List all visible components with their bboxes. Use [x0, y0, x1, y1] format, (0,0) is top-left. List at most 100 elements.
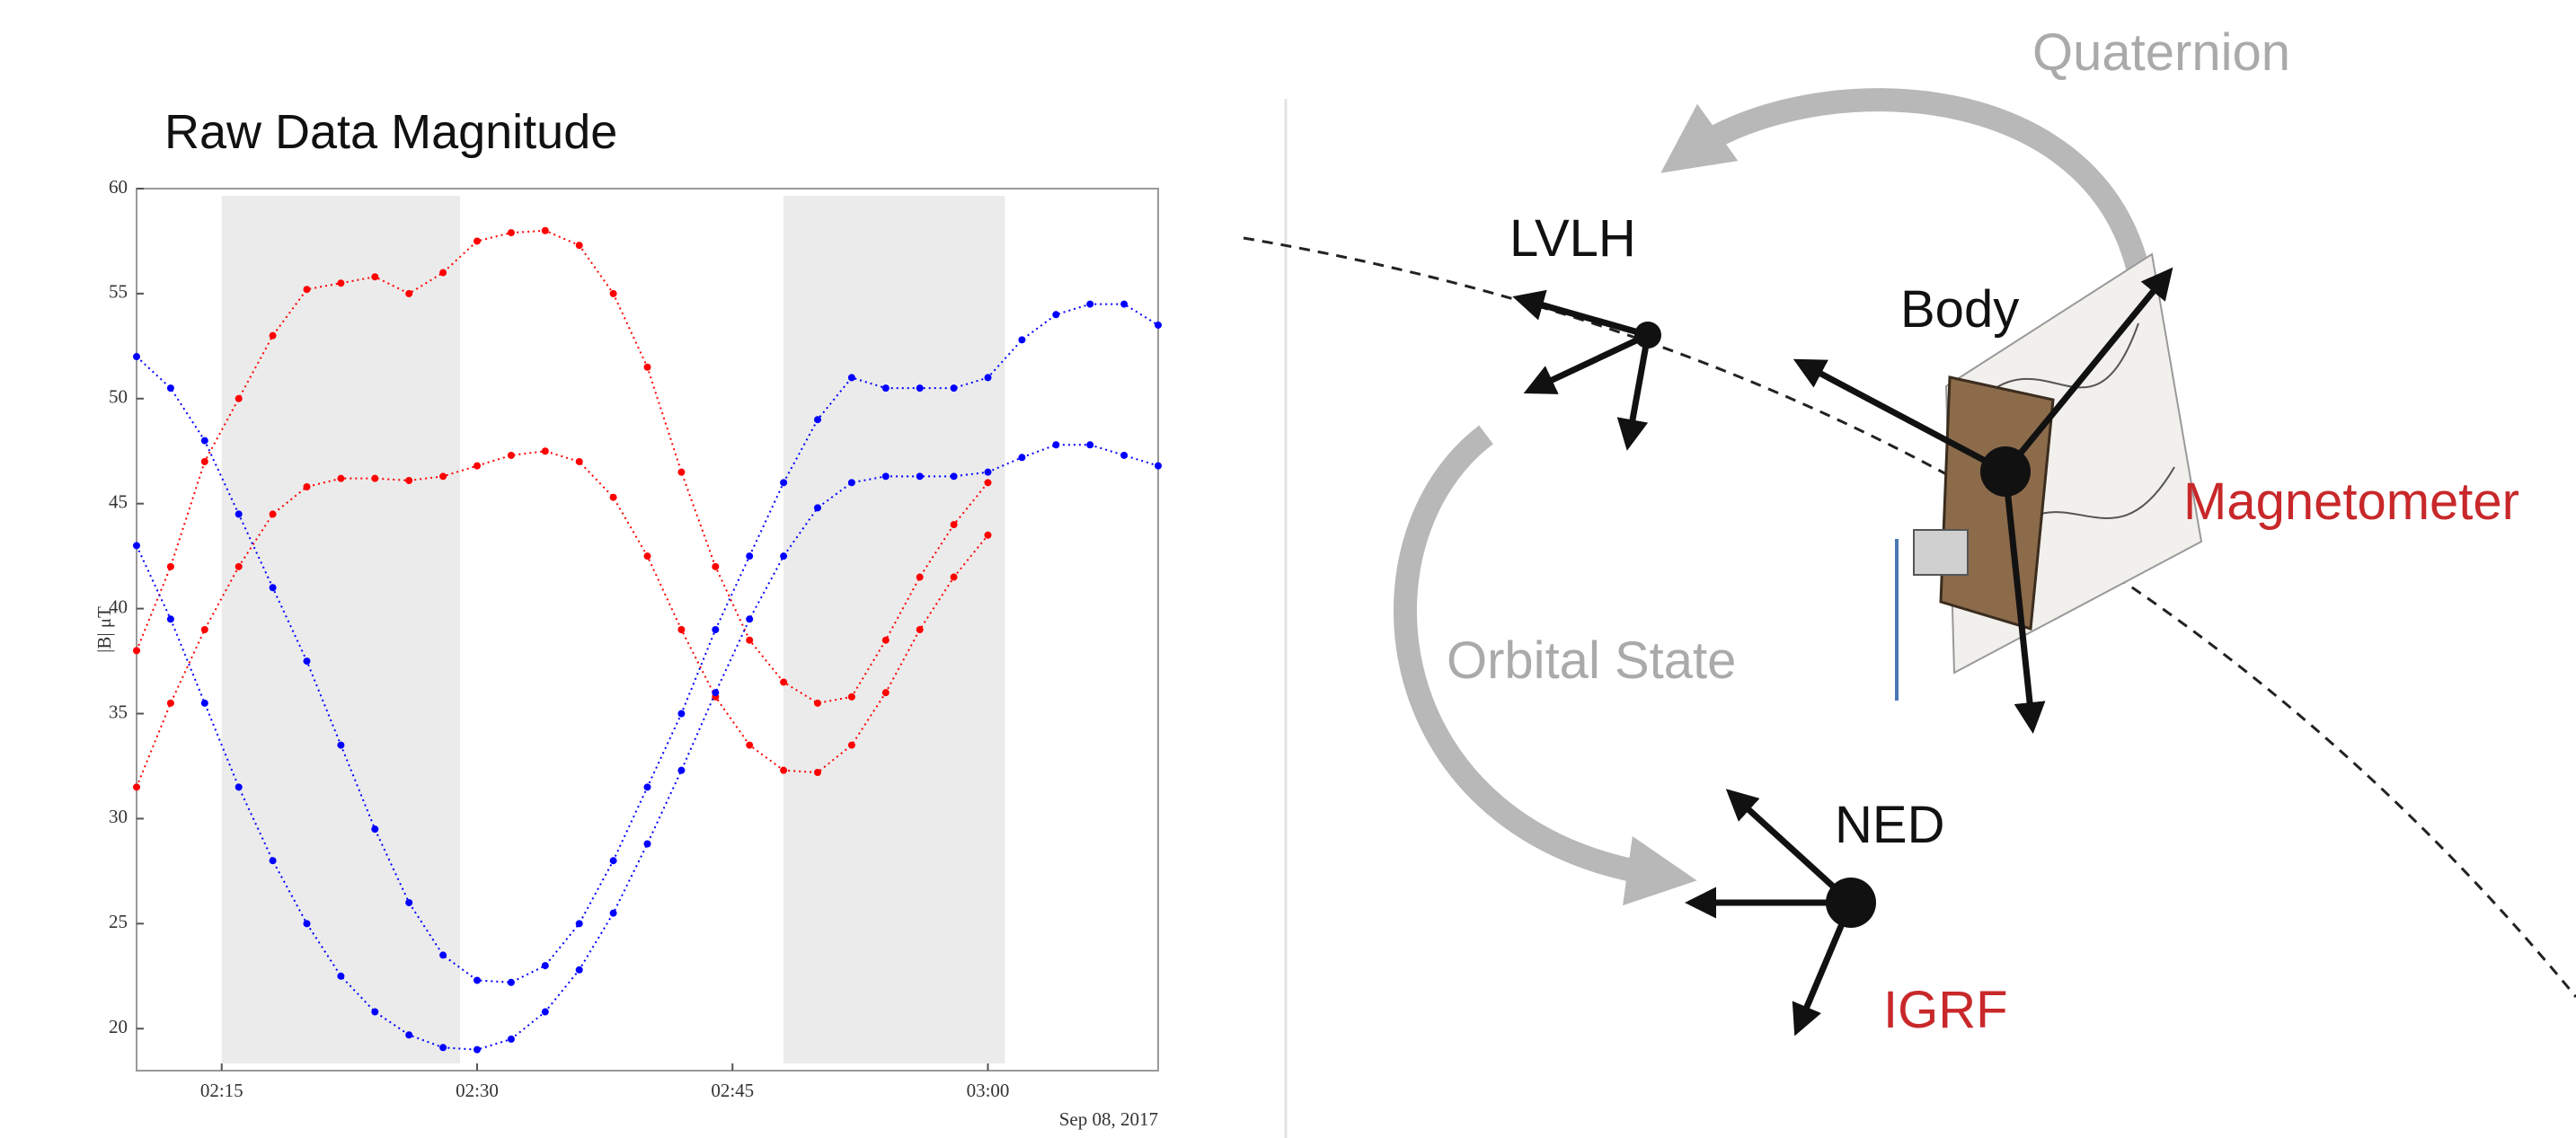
data-point: [303, 286, 311, 294]
y-tick-label: 35: [109, 701, 128, 722]
data-point: [609, 493, 617, 501]
data-point: [984, 479, 992, 487]
data-point: [814, 699, 821, 707]
body-axis: [2002, 471, 2046, 734]
data-point: [371, 273, 379, 281]
data-point: [371, 474, 379, 482]
data-point: [439, 472, 447, 481]
data-point: [235, 510, 243, 518]
data-point: [200, 437, 208, 445]
data-point: [609, 909, 617, 917]
data-point: [847, 374, 855, 382]
x-tick-label: 03:00: [967, 1080, 1010, 1101]
data-point: [541, 1008, 549, 1016]
data-point: [814, 768, 821, 776]
data-point: [269, 510, 277, 518]
shaded-span: [783, 196, 1005, 1063]
data-point: [541, 226, 549, 234]
data-point: [507, 229, 515, 237]
data-point: [677, 626, 686, 633]
data-point: [133, 353, 140, 361]
lvlh-axis: [1616, 334, 1651, 451]
lvlh-origin: [1634, 322, 1661, 348]
data-point: [984, 531, 992, 539]
data-point: [916, 573, 924, 581]
data-point: [984, 374, 992, 382]
data-point: [235, 394, 243, 402]
data-point: [371, 1008, 379, 1016]
data-point: [474, 976, 481, 984]
data-point: [780, 766, 788, 774]
data-point: [303, 483, 311, 491]
series-trace: [136, 450, 989, 788]
data-point: [916, 472, 924, 481]
data-point: [200, 457, 208, 465]
data-point: [575, 920, 583, 928]
data-point: [1018, 454, 1026, 462]
data-point: [677, 468, 686, 476]
data-point: [881, 384, 890, 393]
data-point: [677, 710, 686, 718]
data-point: [1052, 441, 1060, 449]
data-point: [780, 552, 788, 560]
data-point: [1086, 300, 1094, 308]
lvlh-axis: [1523, 331, 1650, 394]
data-point: [712, 562, 720, 570]
data-point: [269, 331, 277, 340]
data-point: [507, 978, 515, 986]
shaded-span: [221, 196, 461, 1063]
data-point: [881, 472, 890, 481]
quaternion-label: Quaternion: [2032, 23, 2290, 82]
data-point: [950, 573, 958, 581]
data-point: [746, 636, 754, 644]
data-point: [814, 416, 821, 424]
data-point: [337, 279, 345, 287]
data-point: [746, 552, 754, 560]
data-point: [950, 472, 958, 481]
data-point: [405, 289, 413, 297]
data-point: [474, 237, 481, 245]
data-point: [269, 584, 277, 592]
data-point: [950, 384, 958, 393]
data-point: [1120, 300, 1129, 308]
data-point: [371, 825, 379, 834]
lvlh-axis: [1512, 289, 1649, 339]
data-point: [609, 857, 617, 865]
data-point: [643, 783, 651, 791]
data-point: [847, 741, 855, 749]
data-point: [575, 457, 583, 465]
y-tick-label: 30: [109, 806, 128, 827]
x-tick-label: 02:15: [200, 1080, 243, 1101]
data-point: [950, 521, 958, 529]
ned-origin: [1826, 878, 1876, 928]
body-origin: [1980, 446, 2031, 497]
data-point: [643, 363, 651, 371]
body-axis: [1793, 358, 2007, 475]
data-point: [507, 451, 515, 459]
data-point: [1120, 451, 1129, 459]
data-point: [303, 657, 311, 666]
data-point: [1052, 311, 1060, 319]
series-trace: [136, 229, 989, 704]
data-point: [609, 289, 617, 297]
x-offset-label: Sep 08, 2017: [1059, 1108, 1158, 1130]
data-point: [439, 1044, 447, 1052]
x-tick-label: 02:45: [711, 1080, 754, 1101]
data-point: [780, 678, 788, 686]
ned-axis: [1725, 789, 1854, 905]
data-point: [133, 647, 140, 655]
data-point: [166, 699, 174, 707]
data-point: [881, 636, 890, 644]
data-point: [575, 966, 583, 974]
data-point: [847, 693, 855, 701]
y-tick-label: 20: [109, 1016, 128, 1037]
data-point: [541, 447, 549, 455]
data-point: [474, 462, 481, 470]
orbit: [1243, 236, 2576, 998]
data-point: [643, 840, 651, 848]
magnetometer-label: Magnetometer: [2183, 472, 2519, 531]
satellite-body: [1939, 375, 2055, 631]
data-point: [235, 783, 243, 791]
data-point: [200, 699, 208, 707]
